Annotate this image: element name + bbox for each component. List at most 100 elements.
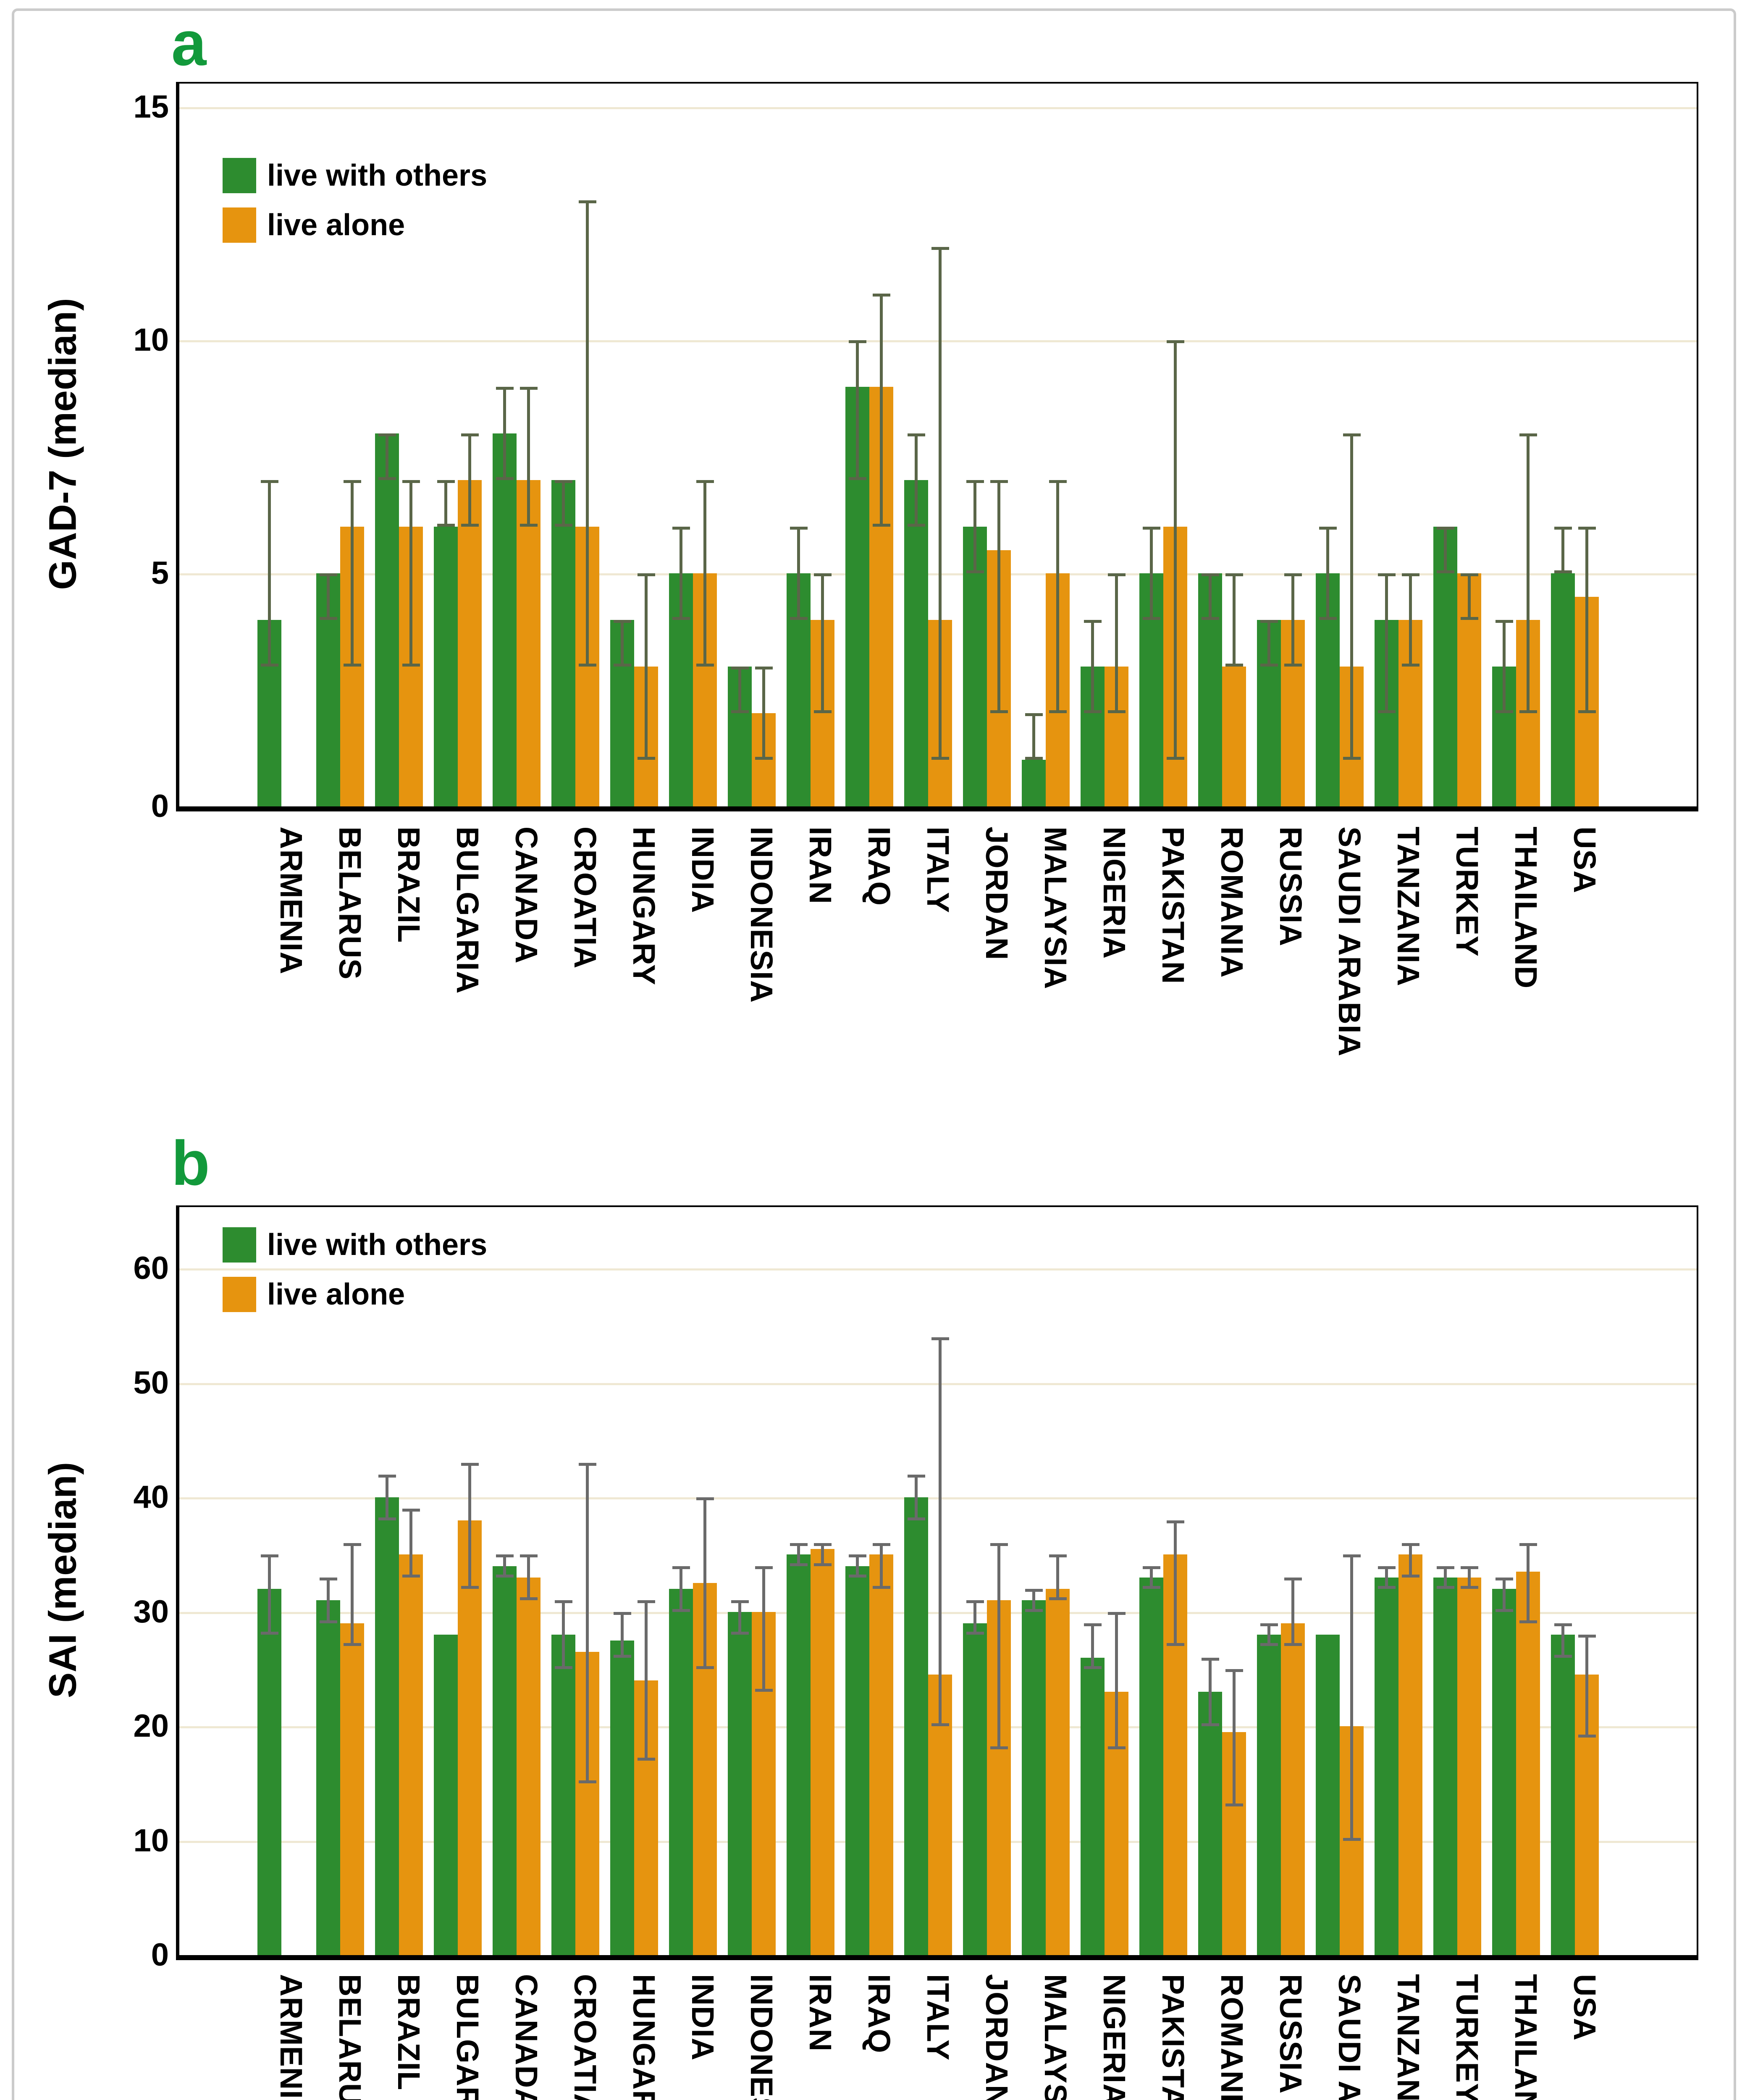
error-bar-iraq-live-with-others-cap-bottom (848, 1574, 866, 1578)
error-bar-indonesia-live-alone-cap-bottom (755, 757, 773, 760)
error-bar-russia-live-alone-cap-bottom (1284, 1643, 1302, 1646)
error-bar-romania-live-alone (1233, 573, 1236, 667)
error-bar-tanzania-live-alone-cap-top (1401, 1543, 1419, 1546)
error-bar-iraq-live-alone-cap-bottom (872, 1586, 890, 1589)
error-bar-pakistan-live-with-others-cap-bottom (1142, 617, 1160, 620)
error-bar-jordan-live-with-others (973, 480, 976, 573)
bar-belarus-live-with-others (316, 1600, 340, 1955)
gridline-y10 (179, 340, 1697, 342)
error-bar-malaysia-live-with-others-cap-bottom (1025, 757, 1043, 760)
country-label-text: CROATIA (568, 827, 603, 969)
legend-item-live-alone: live alone (223, 1277, 405, 1312)
y-axis-line (176, 1205, 179, 1960)
y-axis-line (176, 82, 179, 811)
error-bar-hungary-live-with-others (621, 1612, 624, 1658)
plot-right-frame (1697, 1205, 1698, 1960)
error-bar-jordan-live-alone-cap-top (990, 480, 1008, 483)
error-bar-iran-live-with-others-cap-top (790, 527, 808, 530)
legend-swatch-live-with-others (223, 158, 256, 193)
error-bar-iraq-live-alone-cap-top (872, 294, 890, 297)
error-bar-canada-live-alone (527, 387, 530, 527)
error-bar-belarus-live-with-others-cap-top (319, 1577, 337, 1580)
country-label-usa: USA (1567, 1974, 1667, 2041)
error-bar-canada-live-alone-cap-top (519, 387, 538, 390)
country-label-text: IRAQ (862, 1974, 897, 2053)
error-bar-thailand-live-with-others-cap-top (1495, 620, 1513, 623)
error-bar-belarus-live-alone-cap-bottom (343, 1643, 361, 1646)
x-axis-baseline (176, 806, 1698, 811)
error-bar-usa-live-with-others (1561, 527, 1564, 573)
error-bar-usa-live-alone-cap-top (1578, 1635, 1596, 1638)
error-bar-belarus-live-with-others (327, 573, 330, 620)
error-bar-thailand-live-with-others (1503, 1577, 1506, 1612)
error-bar-hungary-live-with-others-cap-bottom (613, 664, 631, 667)
error-bar-canada-live-alone-cap-top (519, 1554, 538, 1558)
error-bar-belarus-live-alone (351, 1543, 354, 1646)
error-bar-turkey-live-alone-cap-bottom (1460, 1586, 1478, 1589)
error-bar-hungary-live-alone-cap-top (637, 573, 655, 576)
bar-saudi-arabia-live-with-others (1316, 1635, 1340, 1955)
error-bar-canada-live-with-others-cap-bottom (496, 1574, 514, 1578)
error-bar-romania-live-with-others-cap-top (1201, 573, 1219, 576)
error-bar-italy-live-alone (939, 247, 942, 760)
error-bar-usa-live-alone (1585, 1635, 1588, 1738)
error-bar-hungary-live-alone-cap-bottom (637, 757, 655, 760)
bar-india-live-with-others (669, 1589, 693, 1955)
error-bar-usa-live-alone (1585, 527, 1588, 713)
error-bar-indonesia-live-with-others-cap-bottom (731, 710, 749, 713)
error-bar-tanzania-live-with-others-cap-bottom (1377, 1586, 1396, 1589)
error-bar-saudi-arabia-live-with-others (1326, 527, 1329, 620)
country-label-text: RUSSIA (1273, 1974, 1308, 2094)
error-bar-romania-live-alone-cap-top (1225, 1669, 1243, 1672)
error-bar-indonesia-live-alone-cap-bottom (755, 1689, 773, 1692)
error-bar-romania-live-with-others (1209, 1657, 1212, 1726)
bar-malaysia-live-with-others (1022, 1600, 1046, 1955)
y-tick-label-5: 5 (151, 555, 169, 591)
y-tick-label-50: 50 (133, 1365, 169, 1401)
figure-border (12, 8, 1736, 2100)
error-bar-pakistan-live-alone-cap-top (1166, 340, 1184, 343)
error-bar-russia-live-with-others-cap-bottom (1260, 664, 1278, 667)
error-bar-hungary-live-alone (645, 1600, 648, 1761)
country-label-text: USA (1567, 827, 1602, 894)
error-bar-pakistan-live-alone (1174, 340, 1177, 760)
error-bar-iraq-live-alone-cap-bottom (872, 524, 890, 527)
error-bar-armenia-live-with-others-cap-top (260, 480, 278, 483)
error-bar-turkey-live-alone-cap-top (1460, 1566, 1478, 1569)
country-label-text: HUNGARY (627, 827, 661, 986)
error-bar-thailand-live-alone-cap-top (1519, 433, 1537, 436)
error-bar-croatia-live-with-others-cap-bottom (554, 1666, 572, 1669)
error-bar-italy-live-alone (939, 1337, 942, 1726)
error-bar-belarus-live-alone (351, 480, 354, 667)
error-bar-italy-live-alone-cap-top (931, 1337, 949, 1340)
country-label-text: TURKEY (1450, 827, 1485, 957)
error-bar-thailand-live-alone (1527, 433, 1530, 713)
bar-belarus-live-alone (340, 1623, 364, 1955)
bar-armenia-live-with-others (257, 1589, 281, 1955)
y-tick-label-30: 30 (133, 1593, 169, 1630)
error-bar-tanzania-live-alone (1409, 1543, 1412, 1578)
error-bar-croatia-live-with-others (562, 480, 565, 527)
error-bar-pakistan-live-alone-cap-top (1166, 1520, 1184, 1523)
bar-italy-live-with-others (904, 1497, 928, 1955)
error-bar-tanzania-live-with-others-cap-top (1377, 573, 1396, 576)
error-bar-thailand-live-alone-cap-bottom (1519, 1620, 1537, 1623)
country-label-text: JORDAN (979, 1974, 1014, 2100)
legend-label-live-with-others: live with others (267, 1228, 488, 1262)
error-bar-thailand-live-with-others-cap-top (1495, 1577, 1513, 1580)
panel-b-plot-area (179, 1205, 1697, 1955)
error-bar-malaysia-live-alone (1056, 480, 1059, 713)
error-bar-iraq-live-with-others-cap-top (848, 340, 866, 343)
error-bar-tanzania-live-with-others-cap-top (1377, 1566, 1396, 1569)
error-bar-brazil-live-with-others (386, 1474, 388, 1520)
country-label-text: TURKEY (1450, 1974, 1485, 2100)
error-bar-tanzania-live-with-others (1385, 573, 1388, 713)
country-label-text: CANADA (509, 827, 544, 964)
error-bar-hungary-live-with-others (621, 620, 624, 667)
error-bar-india-live-alone-cap-bottom (696, 664, 714, 667)
bar-russia-live-alone (1281, 1623, 1305, 1955)
error-bar-belarus-live-with-others-cap-top (319, 573, 337, 576)
error-bar-brazil-live-alone (409, 480, 412, 667)
error-bar-usa-live-alone-cap-top (1578, 527, 1596, 530)
